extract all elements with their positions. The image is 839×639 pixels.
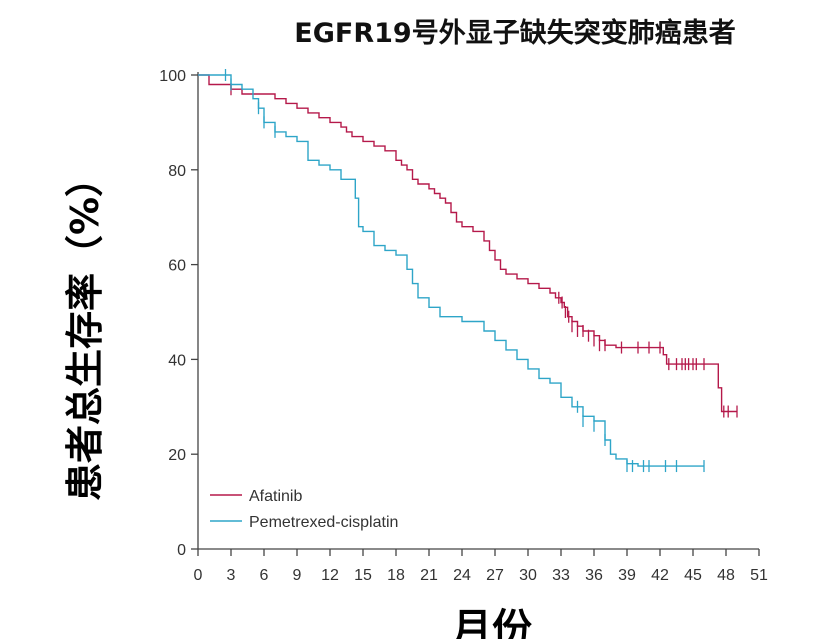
x-axis-label: 月份 (452, 606, 532, 639)
legend-label-pemetrexed-cisplatin: Pemetrexed-cisplatin (249, 514, 398, 531)
legend-label-afatinib: Afatinib (249, 488, 302, 505)
x-tick-label: 48 (717, 567, 735, 584)
series-line-afatinib (198, 74, 737, 413)
series-line-pemetrexed-cisplatin (198, 74, 704, 467)
y-axis-label: 患者总生存率（%） (63, 159, 107, 501)
x-tick-label: 27 (486, 567, 504, 584)
x-tick-label: 42 (651, 567, 669, 584)
x-tick-label: 30 (519, 567, 537, 584)
x-tick-label: 33 (552, 567, 570, 584)
x-tick-label: 21 (420, 567, 438, 584)
y-tick-label: 100 (159, 68, 186, 85)
x-tick-label: 39 (618, 567, 636, 584)
series-layer (198, 69, 738, 473)
legend: Afatinib Pemetrexed-cisplatin (210, 488, 398, 531)
x-tick-label: 9 (293, 567, 302, 584)
y-tick-label: 0 (177, 542, 186, 559)
x-tick-label: 6 (260, 567, 269, 584)
x-tick-label: 12 (321, 567, 339, 584)
x-tick-label: 51 (750, 567, 768, 584)
x-tick-label: 36 (585, 567, 603, 584)
y-tick-label: 80 (168, 163, 186, 180)
x-tick-label: 3 (227, 567, 236, 584)
x-tick-label: 45 (684, 567, 702, 584)
x-tick-label: 0 (194, 567, 203, 584)
chart-title: EGFR19号外显子缺失突变肺癌患者 (294, 17, 735, 49)
y-tick-label: 20 (168, 447, 186, 464)
y-tick-label: 60 (168, 258, 186, 275)
x-tick-label: 24 (453, 567, 471, 584)
x-tick-label: 18 (387, 567, 405, 584)
x-tick-label: 15 (354, 567, 372, 584)
y-tick-label: 40 (168, 352, 186, 369)
